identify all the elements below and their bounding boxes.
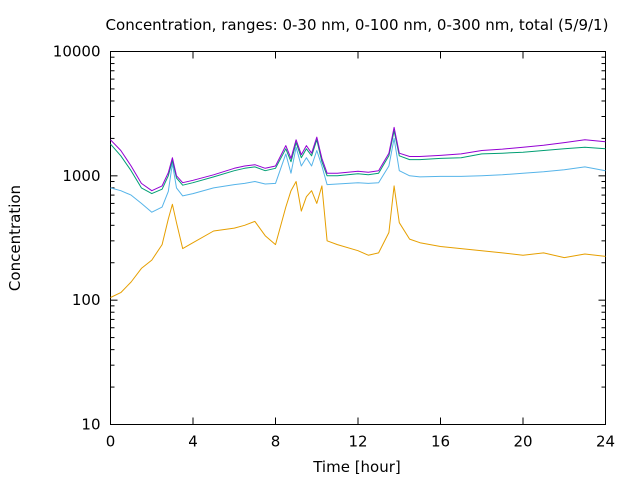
x-tick-label: 0 — [106, 433, 116, 451]
series-line-1 — [110, 181, 606, 298]
x-tick-label: 12 — [348, 433, 367, 451]
y-tick-label: 1000 — [62, 167, 100, 185]
x-axis-label: Time [hour] — [312, 458, 401, 476]
axis-ticks: 0 4 8 12 16 20 24 10 100 1000 10000 — [53, 43, 615, 451]
x-tick-label: 8 — [271, 433, 281, 451]
x-tick-label: 20 — [513, 433, 532, 451]
series-line-3 — [110, 130, 606, 195]
series-lines — [110, 126, 606, 298]
y-tick-label: 10000 — [53, 43, 101, 61]
x-tick-label: 24 — [596, 433, 615, 451]
chart-title: Concentration, ranges: 0-30 nm, 0-100 nm… — [106, 16, 609, 34]
plot-frame — [110, 51, 606, 425]
y-tick-label: 10 — [81, 416, 100, 434]
x-tick-label: 16 — [431, 433, 450, 451]
y-axis-label: Concentration — [6, 185, 24, 291]
y-tick-label: 100 — [72, 291, 101, 309]
series-line-4 — [110, 126, 606, 192]
x-tick-label: 4 — [188, 433, 198, 451]
series-line-2 — [110, 137, 606, 213]
